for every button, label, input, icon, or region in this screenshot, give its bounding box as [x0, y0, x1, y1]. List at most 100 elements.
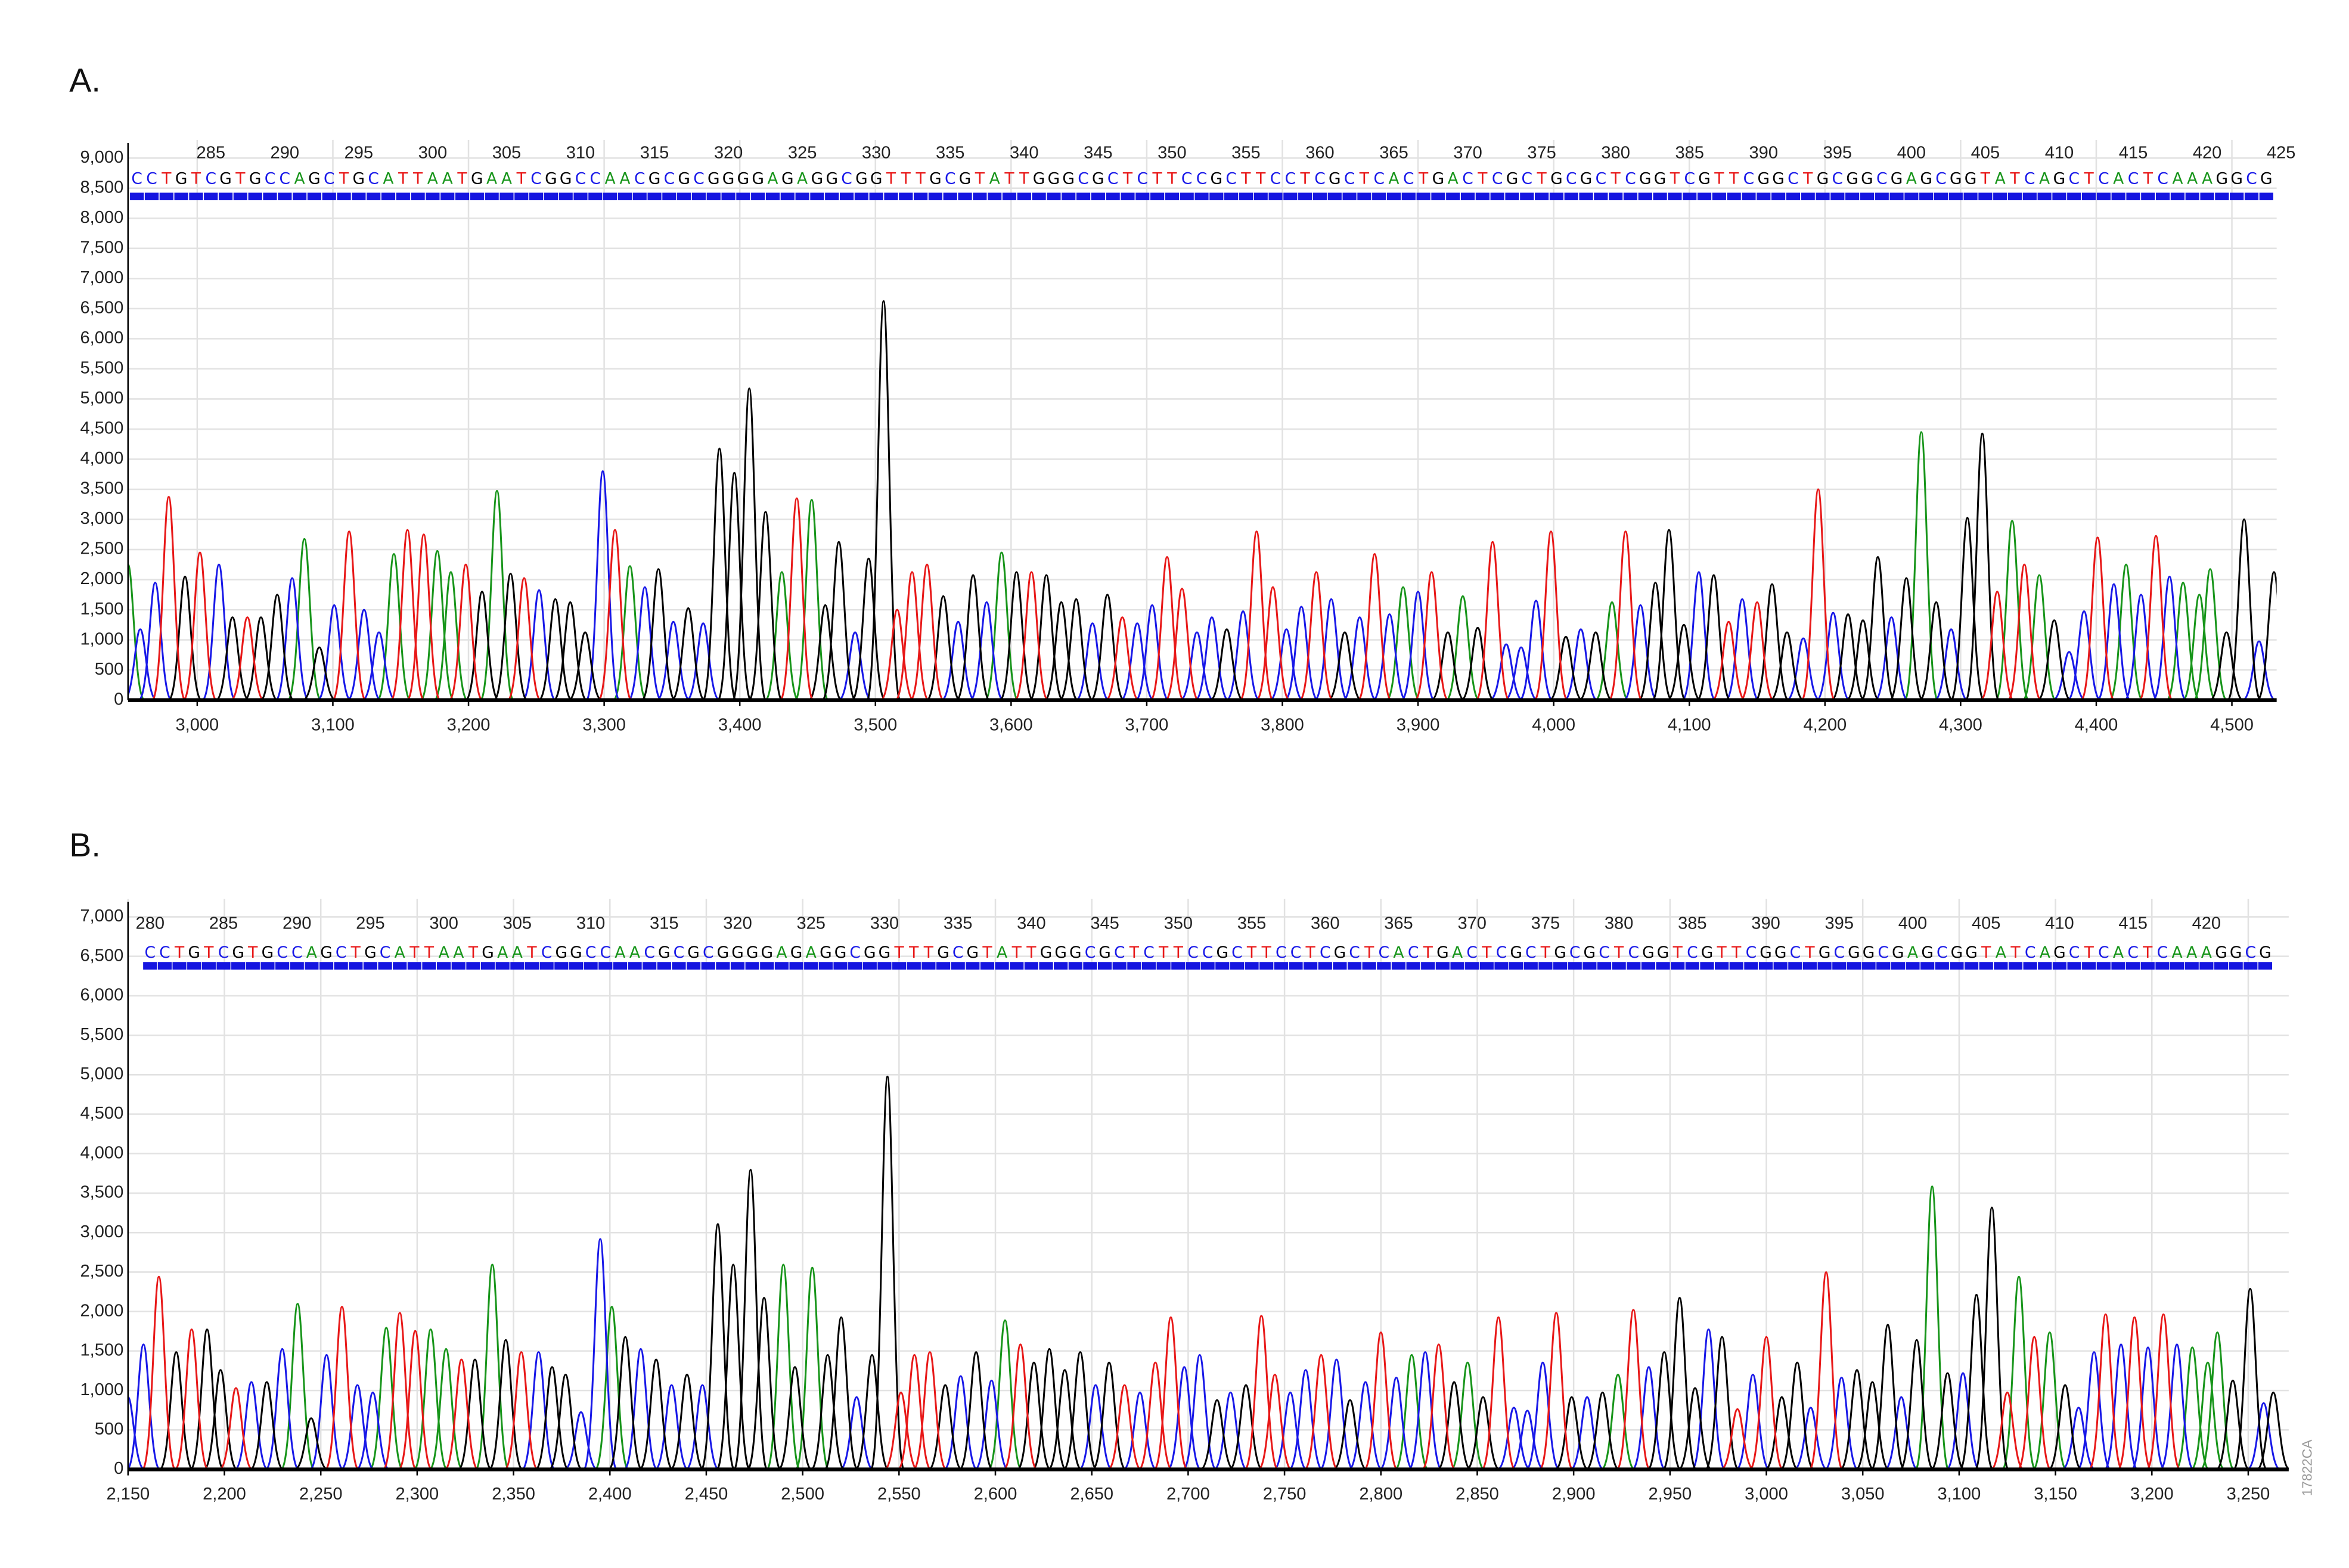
- quality-bar: [862, 962, 877, 970]
- trace-peak: [944, 1375, 978, 1470]
- trace-peak: [433, 571, 468, 700]
- quality-bar: [774, 962, 789, 970]
- trace-peak: [1651, 529, 1687, 700]
- trace-peak: [1445, 595, 1480, 700]
- base-number: 345: [1084, 143, 1112, 162]
- trace-peak: [1749, 1336, 1784, 1470]
- quality-bar: [1068, 962, 1082, 970]
- quality-bar: [2126, 192, 2140, 200]
- y-tick-label: 5,000: [80, 389, 124, 408]
- trace-peak: [230, 616, 265, 700]
- base-call: C: [674, 943, 685, 962]
- base-call: G: [2216, 169, 2229, 188]
- base-call: C: [541, 943, 553, 962]
- quality-bar: [1729, 962, 1743, 970]
- quality-bar: [2007, 192, 2022, 200]
- base-call: G: [1092, 169, 1104, 188]
- base-call: T: [457, 169, 467, 188]
- trace-peak: [1333, 1399, 1367, 1470]
- trace-peak: [1623, 604, 1658, 700]
- base-number: 360: [1311, 914, 1339, 933]
- y-tick-label: 8,500: [80, 178, 124, 197]
- trace-peak: [2032, 1331, 2068, 1470]
- trace-peak: [1974, 1206, 2010, 1470]
- quality-bar: [1832, 962, 1847, 970]
- base-call: C: [1625, 169, 1636, 188]
- trace-peak: [138, 582, 173, 700]
- trace-peak: [1078, 1384, 1113, 1470]
- quality-bar: [1964, 962, 1979, 970]
- base-call: T: [1980, 169, 1991, 188]
- quality-bar: [189, 192, 203, 200]
- base-call: G: [937, 943, 949, 962]
- quality-bar: [263, 192, 277, 200]
- base-call: T: [1611, 169, 1621, 188]
- quality-bar: [1934, 192, 1948, 200]
- base-call: T: [350, 943, 361, 962]
- trace-peak: [715, 1263, 751, 1470]
- base-number: 365: [1379, 143, 1408, 162]
- y-tick-label: 5,500: [80, 1025, 124, 1044]
- base-call: C: [1790, 943, 1801, 962]
- x-tick-label: 3,300: [582, 715, 626, 734]
- trace-peak: [1914, 1185, 1950, 1470]
- trace-peak: [1696, 574, 1732, 700]
- trace-peak: [2103, 1343, 2139, 1470]
- quality-bar: [804, 962, 818, 970]
- base-call: G: [1639, 169, 1652, 188]
- quality-bar: [1039, 962, 1053, 970]
- trace-peak: [1934, 628, 1968, 700]
- trace-peak: [585, 470, 620, 700]
- base-call: A: [383, 169, 393, 188]
- base-call: A: [2201, 943, 2212, 962]
- quality-bar: [204, 192, 218, 200]
- trace-peak: [1489, 643, 1523, 700]
- quality-bar: [617, 192, 632, 200]
- trace-peak: [1554, 1396, 1589, 1470]
- base-call: T: [1004, 169, 1014, 188]
- base-number: 385: [1675, 143, 1703, 162]
- trace-peak: [1363, 1331, 1399, 1470]
- base-call: T: [1026, 943, 1037, 962]
- quality-bar: [721, 192, 736, 200]
- y-tick-label: 5,500: [80, 359, 124, 378]
- base-call: G: [1506, 169, 1519, 188]
- quality-bar: [455, 192, 470, 200]
- trace-peak: [1808, 1271, 1844, 1470]
- quality-bar: [995, 962, 1009, 970]
- x-tick-label: 2,750: [1263, 1485, 1307, 1504]
- trace-peak: [746, 1297, 782, 1470]
- base-call: G: [560, 169, 572, 188]
- x-tick-label: 3,250: [2227, 1485, 2270, 1504]
- x-tick-label: 2,200: [203, 1485, 246, 1504]
- quality-bar: [1362, 962, 1376, 970]
- base-call: C: [1462, 169, 1473, 188]
- trace-peak: [839, 1396, 874, 1470]
- trace-peak: [2096, 583, 2131, 700]
- quality-bar: [319, 962, 334, 970]
- trace-peak: [1740, 601, 1774, 700]
- trace-peak: [174, 1328, 209, 1470]
- base-call: A: [1452, 943, 1463, 962]
- quality-bar: [716, 962, 730, 970]
- quality-bar: [854, 192, 868, 200]
- base-number: 295: [356, 914, 384, 933]
- base-call: A: [501, 169, 512, 188]
- trace-peak: [928, 1384, 963, 1470]
- base-call: C: [1743, 169, 1755, 188]
- quality-bar: [1847, 962, 1861, 970]
- quality-bar: [1062, 192, 1076, 200]
- quality-bar: [1653, 192, 1667, 200]
- trace-peak: [582, 1238, 618, 1470]
- quality-bar: [1479, 962, 1494, 970]
- x-tick-label: 3,700: [1125, 715, 1169, 734]
- base-call: C: [1569, 943, 1581, 962]
- base-call: T: [1305, 943, 1316, 962]
- base-call: G: [1099, 943, 1111, 962]
- quality-bar: [1377, 962, 1391, 970]
- x-tick-label: 3,100: [1938, 1485, 1981, 1504]
- base-call: G: [1819, 943, 1831, 962]
- base-number: 340: [1010, 143, 1038, 162]
- base-call: C: [1525, 943, 1537, 962]
- quality-bar: [1948, 192, 1963, 200]
